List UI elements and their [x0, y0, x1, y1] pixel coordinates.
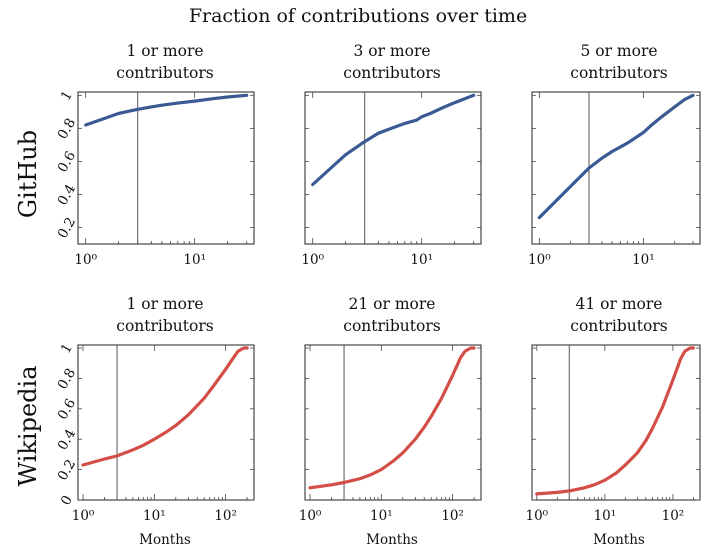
y-tick-label: 0.2	[55, 215, 80, 242]
y-tick-label: 0.4	[55, 426, 80, 453]
panel-title-line1: 41 or more	[576, 295, 663, 313]
x-tick-label: 10²	[214, 508, 237, 524]
series-line	[308, 346, 476, 490]
x-axis-label: Months	[366, 532, 418, 548]
x-tick-label: 10⁰	[299, 508, 322, 524]
y-tick-label: 0.2	[55, 457, 80, 484]
y-tick-label: 0.8	[55, 366, 80, 393]
axes-frame	[77, 91, 255, 245]
panel-title-line2: contributors	[116, 317, 213, 335]
x-tick-label: 10⁰	[72, 508, 95, 524]
x-tick-label: 10⁰	[74, 252, 97, 268]
x-tick-label: 10⁰	[526, 508, 549, 524]
series-line	[535, 346, 696, 496]
panel-title-line2: contributors	[343, 317, 440, 335]
chart-panel: 10⁰ 10¹	[301, 91, 482, 268]
x-tick-label: 10⁰	[528, 252, 551, 268]
series-line	[84, 93, 249, 127]
series-line	[81, 346, 249, 467]
panel-title-line2: contributors	[116, 64, 213, 82]
x-tick-label: 10¹	[370, 508, 393, 524]
panel-title-line1: 3 or more	[353, 42, 430, 60]
axes-frame	[304, 344, 482, 501]
x-axis-label: Months	[139, 532, 191, 548]
x-tick-label: 10¹	[594, 508, 617, 524]
chart-panel: 10⁰ 10¹ 10²	[299, 344, 482, 524]
axes-frame	[531, 344, 701, 501]
panel-title-line2: contributors	[570, 64, 667, 82]
panel-title-line2: contributors	[343, 64, 440, 82]
y-tick-label: 0.6	[55, 149, 80, 176]
chart-panel: 0.2 0.4 0.6 0.8 1 10⁰ 10¹	[55, 88, 255, 268]
x-tick-label: 10¹	[410, 252, 433, 268]
panel-title-line1: 5 or more	[580, 42, 657, 60]
series-line	[311, 93, 476, 187]
x-tick-label: 10²	[662, 508, 685, 524]
x-tick-label: 10¹	[183, 252, 206, 268]
x-tick-label: 10²	[441, 508, 464, 524]
row-label-github: GitHub	[14, 130, 42, 218]
axes-frame	[304, 91, 482, 245]
axes-frame	[531, 91, 701, 245]
x-axis-label: Months	[593, 532, 645, 548]
chart-panel: 0 0.2 0.4 0.6 0.8 1 10⁰ 10¹ 10²	[55, 341, 255, 524]
chart-panel: 10⁰ 10¹	[528, 91, 701, 268]
panel-title-line1: 1 or more	[126, 42, 203, 60]
series-line	[537, 93, 695, 220]
y-tick-label: 0	[58, 493, 76, 508]
axes-frame	[77, 344, 255, 501]
y-tick-label: 0.4	[55, 182, 80, 209]
y-tick-label: 0.6	[55, 396, 80, 423]
y-tick-label: 0.8	[55, 116, 80, 143]
y-tick-label: 1	[58, 88, 76, 103]
chart-panel: 10⁰ 10¹ 10²	[526, 344, 701, 524]
panel-title-line1: 21 or more	[349, 295, 436, 313]
panel-title-line1: 1 or more	[126, 295, 203, 313]
y-tick-label: 1	[58, 341, 76, 356]
row-label-wikipedia: Wikipedia	[14, 365, 42, 486]
x-tick-label: 10¹	[632, 252, 655, 268]
x-tick-label: 10⁰	[301, 252, 324, 268]
x-tick-label: 10¹	[143, 508, 166, 524]
figure-title: Fraction of contributions over time	[189, 5, 527, 27]
panel-title-line2: contributors	[570, 317, 667, 335]
